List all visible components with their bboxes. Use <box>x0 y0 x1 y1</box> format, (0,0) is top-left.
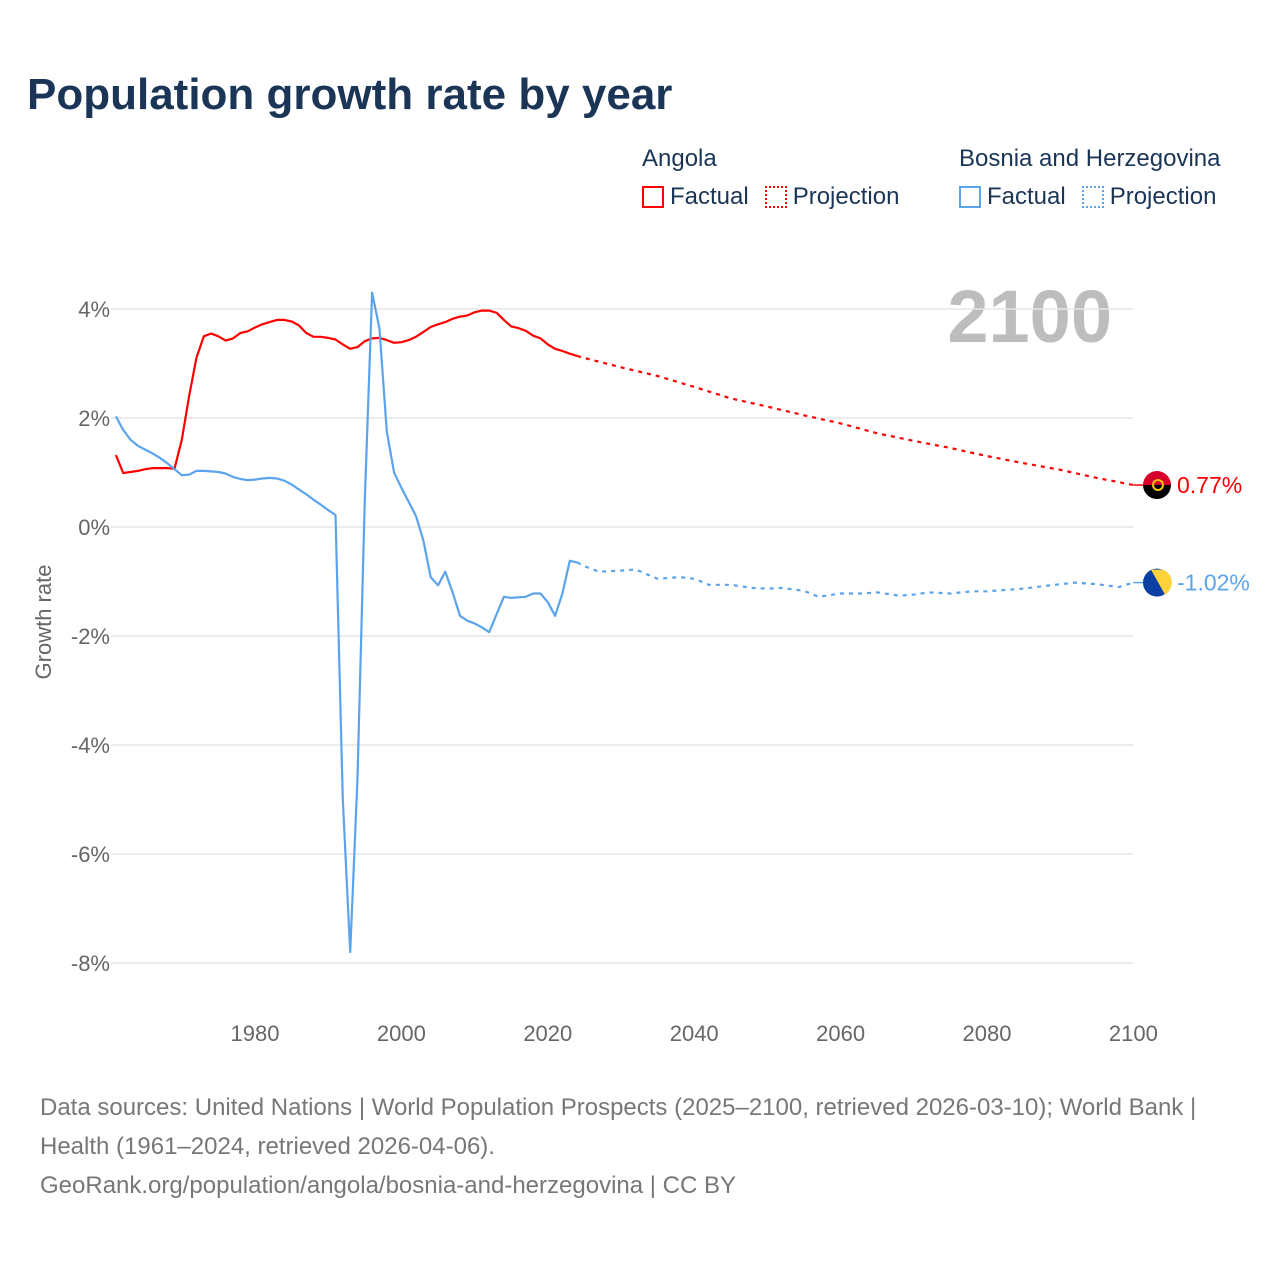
chart-title: Population growth rate by year <box>27 70 673 119</box>
legend-bosnia: Bosnia and Herzegovina Factual Projectio… <box>959 145 1221 211</box>
angola-flag-icon-lower <box>1143 485 1171 500</box>
legend-item-angola-factual[interactable]: Factual <box>642 183 749 211</box>
bosnia-flag-triangle-icon <box>1151 569 1172 595</box>
legend-swatch-dotted <box>1081 186 1104 208</box>
y-tick-label: -4% <box>71 733 110 758</box>
year-watermark: 2100 <box>947 275 1112 358</box>
bosnia-factual-line <box>114 291 578 954</box>
y-tick-label: -6% <box>71 842 110 867</box>
legend-label: Factual <box>670 183 749 210</box>
x-tick-label: 2100 <box>1109 1021 1158 1046</box>
x-tick-label: 2060 <box>816 1021 865 1046</box>
y-tick-label: -8% <box>71 951 110 976</box>
bosnia-projection-line <box>576 561 1134 598</box>
x-tick-label: 1980 <box>231 1021 280 1046</box>
y-tick-label: 0% <box>78 515 110 540</box>
angola-projection-line <box>576 354 1134 487</box>
x-tick-label: 2020 <box>523 1021 572 1046</box>
legend-label: Factual <box>987 183 1066 210</box>
angola-factual-line <box>114 309 578 475</box>
legend-country-label: Bosnia and Herzegovina <box>959 145 1221 172</box>
y-axis-label: Growth rate <box>31 565 56 680</box>
source-note: Data sources: United Nations | World Pop… <box>40 1088 1240 1205</box>
plot-area: 2100 Growth rate 4% 2% 0% -2% -4% -6% -8% 1980 2… <box>31 275 1250 1046</box>
y-tick-label: 4% <box>78 297 110 322</box>
y-tick-label: 2% <box>78 406 110 431</box>
x-tick-label: 2040 <box>670 1021 719 1046</box>
angola-flag-icon <box>1143 471 1171 486</box>
angola-end-value-label: 0.77% <box>1177 472 1242 498</box>
legend-item-bosnia-projection[interactable]: Projection <box>1081 183 1217 211</box>
legend-swatch-solid <box>959 186 981 208</box>
x-tick-label: 2080 <box>963 1021 1012 1046</box>
y-tick-label: -2% <box>71 624 110 649</box>
legend-item-bosnia-factual[interactable]: Factual <box>959 183 1066 211</box>
data-sources: Data sources: United Nations | World Pop… <box>40 1094 1197 1160</box>
angola-emblem-icon <box>1152 479 1164 492</box>
legend-label: Projection <box>1109 183 1217 210</box>
x-tick-label: 2000 <box>377 1021 426 1046</box>
legend-swatch-solid <box>642 186 664 208</box>
legend-swatch-dotted <box>764 186 787 208</box>
attribution-link[interactable]: GeoRank.org/population/angola/bosnia-and… <box>40 1172 737 1199</box>
legend-angola: Angola Factual Projection <box>642 145 899 211</box>
legend-item-angola-projection[interactable]: Projection <box>764 183 900 211</box>
legend-country-label: Angola <box>642 145 717 172</box>
legend-label: Projection <box>792 183 900 210</box>
bosnia-end-value-label: -1.02% <box>1177 570 1250 596</box>
